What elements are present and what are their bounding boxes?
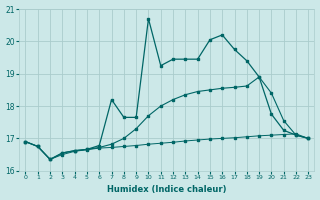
X-axis label: Humidex (Indice chaleur): Humidex (Indice chaleur) xyxy=(107,185,227,194)
